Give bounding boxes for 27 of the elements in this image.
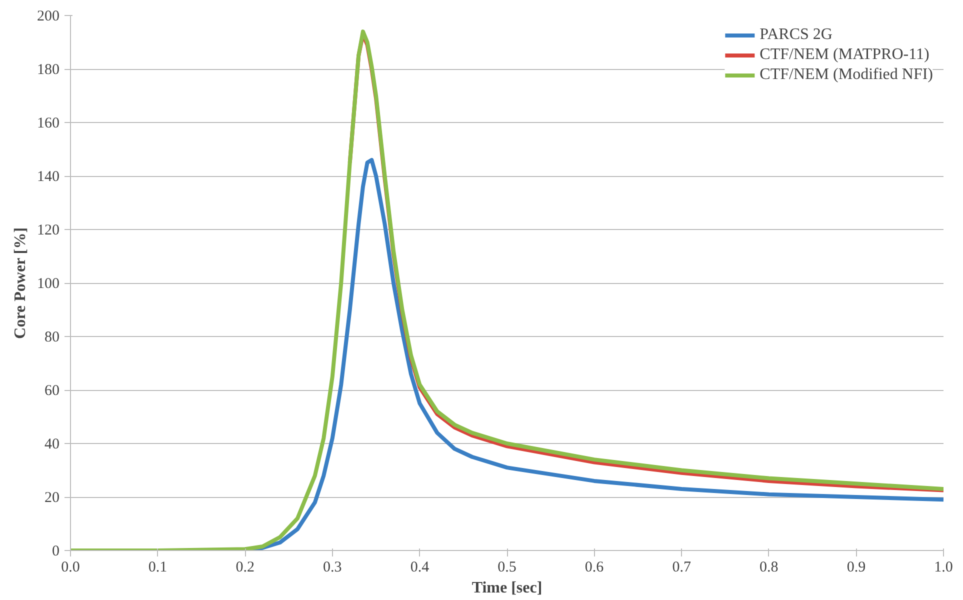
x-tick-label: 0.3 [323, 560, 342, 576]
legend-label: CTF/NEM (MATPRO-11) [760, 46, 930, 64]
y-tick-label: 200 [37, 8, 60, 24]
y-tick-label: 140 [37, 169, 60, 185]
y-tick-label: 120 [37, 222, 60, 238]
y-tick-label: 160 [37, 116, 60, 132]
y-tick-label: 20 [44, 490, 60, 506]
x-tick-label: 0.7 [672, 560, 692, 576]
y-tick-label: 40 [44, 436, 60, 452]
x-tick-label: 1.0 [934, 560, 953, 576]
x-tick-label: 0.5 [498, 560, 516, 576]
x-tick-label: 0.8 [760, 560, 778, 576]
x-tick-label: 0.4 [410, 560, 430, 576]
x-axis-title: Time [sec] [472, 580, 542, 596]
y-tick-label: 60 [44, 383, 60, 399]
x-tick-label: 0.9 [846, 560, 866, 576]
y-tick-label: 0 [52, 544, 60, 560]
x-tick-label: 0.6 [584, 560, 604, 576]
x-tick-label: 0.0 [61, 560, 80, 576]
y-tick-label: 100 [37, 276, 60, 292]
y-axis-title: Core Power [%] [12, 227, 29, 339]
y-tick-label: 180 [37, 62, 60, 78]
legend-label: PARCS 2G [760, 26, 832, 44]
x-tick-label: 0.1 [148, 560, 168, 576]
y-tick-label: 80 [44, 330, 60, 346]
legend-label: CTF/NEM (Modified NFI) [760, 66, 933, 84]
x-tick-label: 0.2 [236, 560, 254, 576]
